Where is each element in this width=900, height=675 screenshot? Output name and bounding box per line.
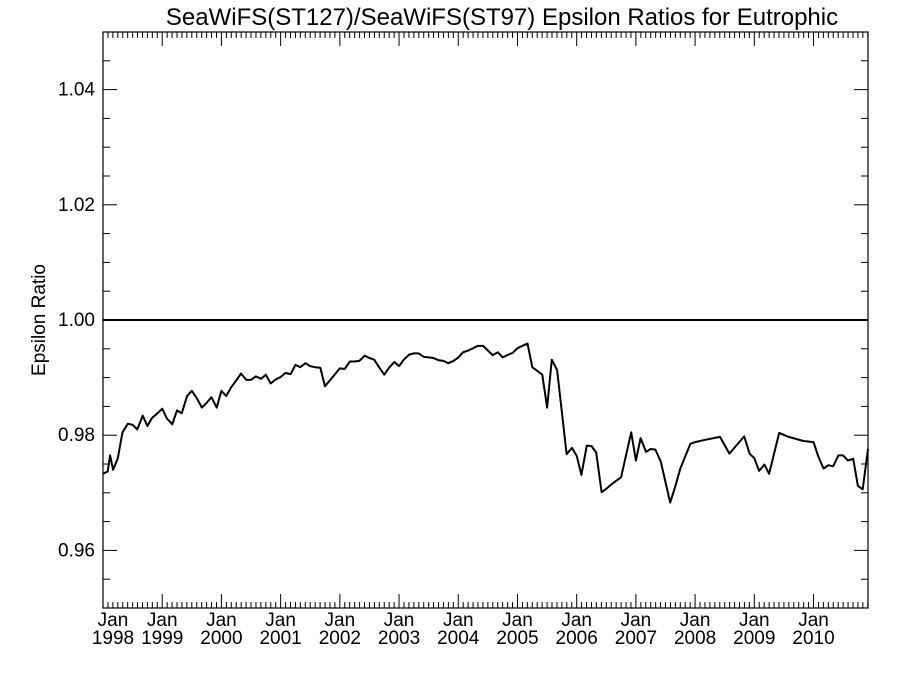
y-axis-label: Epsilon Ratio (29, 264, 50, 376)
x-tick-month-label: Jan (384, 610, 415, 631)
y-tick-label: 0.98 (58, 425, 95, 446)
x-tick-year-label: 2005 (496, 628, 538, 649)
x-tick-month-label: Jan (502, 610, 533, 631)
x-tick-year-label: 2002 (319, 628, 361, 649)
x-tick-year-label: 2008 (674, 628, 716, 649)
x-tick-month-label: Jan (98, 610, 129, 631)
x-tick-month-label: Jan (147, 610, 178, 631)
x-tick-month-label: Jan (680, 610, 711, 631)
x-tick-year-label: 1999 (141, 628, 183, 649)
series-line (102, 342, 869, 504)
x-tick-month-label: Jan (621, 610, 652, 631)
x-tick-year-label: 2009 (733, 628, 775, 649)
x-tick-year-label: 2006 (556, 628, 598, 649)
x-tick-month-label: Jan (798, 610, 829, 631)
x-tick-year-label: 2010 (792, 628, 834, 649)
x-tick-year-label: 1998 (92, 628, 134, 649)
x-tick-year-label: 2007 (615, 628, 657, 649)
x-tick-month-label: Jan (265, 610, 296, 631)
x-tick-month-label: Jan (739, 610, 770, 631)
x-tick-year-label: 2004 (437, 628, 480, 649)
y-tick-label: 1.02 (58, 195, 95, 216)
x-tick-year-label: 2000 (200, 628, 242, 649)
y-tick-label: 1.00 (58, 310, 95, 331)
x-tick-month-label: Jan (206, 610, 237, 631)
x-tick-year-label: 2003 (378, 628, 420, 649)
x-tick-month-label: Jan (325, 610, 356, 631)
chart-title: SeaWiFS(ST127)/SeaWiFS(ST97) Epsilon Rat… (166, 4, 838, 31)
x-tick-month-label: Jan (443, 610, 474, 631)
plot-area: 0.960.981.001.021.04Jan1998Jan1999Jan200… (58, 31, 869, 649)
x-tick-month-label: Jan (561, 610, 592, 631)
x-tick-year-label: 2001 (259, 628, 301, 649)
y-tick-label: 0.96 (58, 540, 95, 561)
y-tick-label: 1.04 (58, 80, 95, 101)
